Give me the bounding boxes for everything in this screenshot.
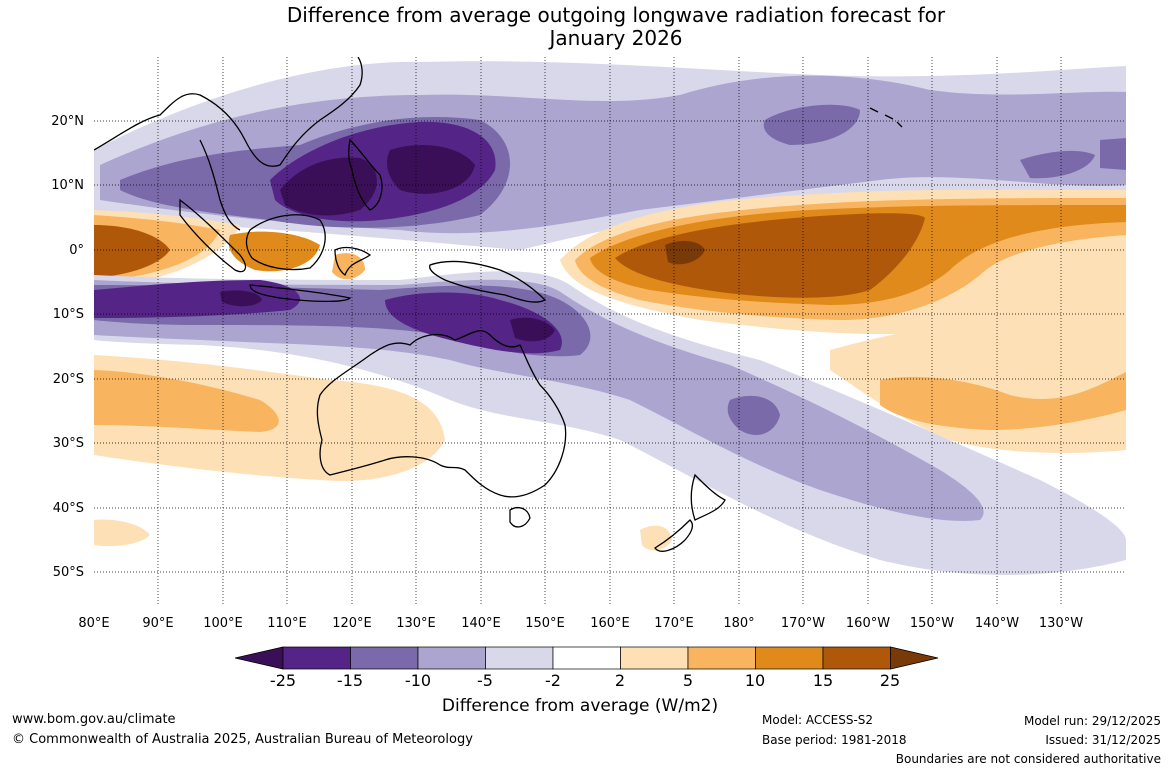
lat-label: 30°S <box>53 436 84 451</box>
lat-label: 50°S <box>53 565 84 580</box>
colorbar-labels: -25 -15 -10 -5 -2 2 5 10 15 25 <box>270 671 900 690</box>
contour-neg10-south <box>94 285 780 435</box>
graticule <box>94 57 1126 605</box>
asia-coast <box>94 57 363 167</box>
colorbar-segment <box>687 646 756 670</box>
lon-label: 110°E <box>267 616 307 631</box>
colorbar-segment <box>620 646 689 670</box>
australia-coast <box>316 330 567 498</box>
title-line-2: January 2026 <box>549 26 683 50</box>
contour-pos5-indian-south <box>94 370 279 432</box>
colorbar-extension-high <box>890 646 939 670</box>
lat-label: 40°S <box>53 501 84 516</box>
boundaries-disclaimer: Boundaries are not considered authoritat… <box>895 752 1161 766</box>
borneo-coast <box>245 214 326 271</box>
sulawesi-coast <box>334 246 372 277</box>
contour-neg5-south <box>94 279 984 521</box>
colorbar <box>234 646 939 670</box>
lon-label: 100°E <box>203 616 243 631</box>
colorbar-extension-low <box>234 646 284 670</box>
colorbar-tick-label: -5 <box>477 671 493 690</box>
colorbar-segment <box>282 646 351 670</box>
contour-pos15-equator <box>94 225 170 278</box>
lon-label: 140°W <box>975 616 1019 631</box>
lon-label: 170°E <box>654 616 694 631</box>
tasmania-coast <box>509 507 531 528</box>
colorbar-tick-label: 5 <box>683 671 693 690</box>
lon-label: 160°W <box>846 616 890 631</box>
contour-neg10-east <box>1020 138 1126 179</box>
model-run-date: Model run: 29/12/2025 <box>1023 714 1161 728</box>
chart-title: Difference from average outgoing longwav… <box>0 4 1173 50</box>
copyright-notice: © Commonwealth of Australia 2025, Austra… <box>12 732 473 747</box>
lat-label: 20°S <box>53 372 84 387</box>
latitude-labels: 20°N 10°N 0° 10°S 20°S 30°S 40°S 50°S <box>51 114 84 580</box>
colorbar-tick-label: 10 <box>745 671 765 690</box>
sumatra-coast <box>179 198 247 273</box>
title-line-1: Difference from average outgoing longwav… <box>286 3 946 27</box>
lat-label: 20°N <box>51 114 84 129</box>
longitude-labels: 80°E 90°E 100°E 110°E 120°E 130°E 140°E … <box>78 616 1083 631</box>
new-guinea-coast <box>429 260 547 303</box>
colorbar-tick-label: 2 <box>615 671 625 690</box>
colorbar-segment <box>417 646 486 670</box>
lon-label: 140°E <box>461 616 501 631</box>
philippines-coast <box>348 138 383 211</box>
hawaii-islands <box>869 107 903 128</box>
contour-neg10-hawaii <box>763 104 860 145</box>
lon-label: 90°E <box>142 616 173 631</box>
contour-pos25-pacific <box>665 240 705 265</box>
colorbar-segment <box>485 646 554 670</box>
lon-label: 80°E <box>78 616 109 631</box>
indochina-coast <box>199 139 241 231</box>
coastlines <box>94 57 903 552</box>
colorbar-segment <box>552 646 621 670</box>
colorbar-tick-label: -10 <box>405 671 431 690</box>
nz-south-coast <box>654 519 694 552</box>
lon-label: 130°W <box>1039 616 1083 631</box>
contour-pos-sulawesi <box>332 253 365 280</box>
issued-date: Issued: 31/12/2025 <box>1045 733 1161 747</box>
lon-label: 130°E <box>396 616 436 631</box>
colorbar-segment <box>755 646 824 670</box>
lon-label: 170°W <box>781 616 825 631</box>
lon-label: 120°E <box>332 616 372 631</box>
lon-label: 150°W <box>910 616 954 631</box>
colorbar-tick-label: -2 <box>545 671 561 690</box>
lon-label: 180° <box>723 616 754 631</box>
model-name: Model: ACCESS-S2 <box>762 713 874 727</box>
contour-pos15-pacific <box>615 213 925 298</box>
lat-label: 10°S <box>53 307 84 322</box>
colorbar-tick-label: -25 <box>270 671 296 690</box>
colorbar-tick-label: -15 <box>337 671 363 690</box>
java-coast <box>249 284 352 303</box>
contour-pos-borneo <box>228 231 320 272</box>
lat-label: 0° <box>69 243 84 258</box>
colorbar-segment <box>822 646 891 670</box>
lon-label: 150°E <box>525 616 565 631</box>
website-url: www.bom.gov.au/climate <box>12 712 176 727</box>
contour-neg25-north <box>280 145 475 216</box>
lon-label: 160°E <box>590 616 630 631</box>
colorbar-tick-label: 25 <box>880 671 900 690</box>
contour-pos5-south-pacific <box>880 372 1126 430</box>
colorbar-title: Difference from average (W/m2) <box>441 696 719 716</box>
base-period: Base period: 1981-2018 <box>762 733 907 747</box>
lat-label: 10°N <box>51 178 84 193</box>
colorbar-tick-label: 15 <box>813 671 833 690</box>
colorbar-segment <box>350 646 419 670</box>
contour-neg25-south <box>220 290 555 342</box>
nz-north-coast <box>690 473 726 521</box>
